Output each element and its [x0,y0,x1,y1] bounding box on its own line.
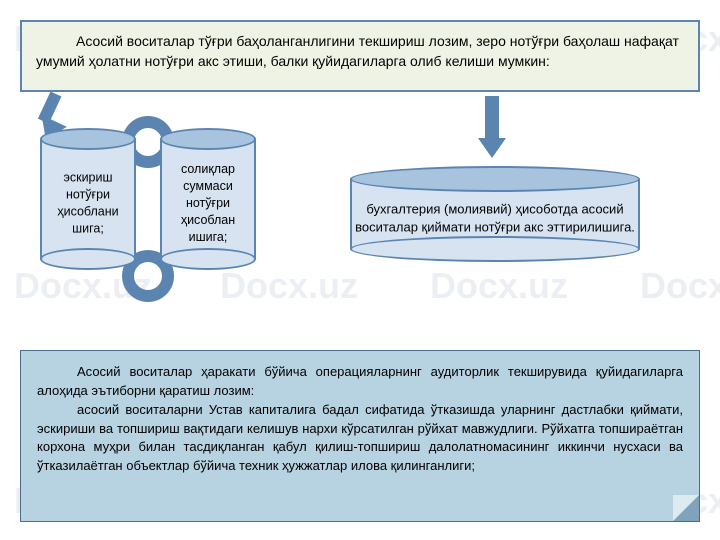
cylinder-top [350,166,640,192]
arrow-down-icon [478,96,506,160]
cylinder-depreciation: эскириш нотўғри ҳисоблани шига; [40,128,136,270]
arrow-head-icon [478,138,506,158]
fold-front [673,495,699,521]
cylinder-top [160,128,256,150]
page-fold-icon [673,495,699,521]
bottom-text-box: Асосий воситалар ҳаракати бўйича операци… [20,350,700,522]
watermark: Docx.uz [220,265,358,307]
top-callout-box: Асосий воситалар тўғри баҳоланганлигини … [20,20,700,92]
watermark: Docx.uz [430,265,568,307]
cylinder-taxes: солиқлар суммаси нотўғри ҳисоблан ишига; [160,128,256,270]
bottom-paragraph-2: асосий воситаларни Устав капиталига бада… [37,401,683,476]
cylinder-bottom [40,248,136,270]
cylinder-bottom [160,248,256,270]
bottom-paragraph-1: Асосий воситалар ҳаракати бўйича операци… [37,363,683,401]
arrow-shaft [485,96,499,140]
cylinder-bottom [350,236,640,262]
top-callout-text: Асосий воситалар тўғри баҳоланганлигини … [36,32,684,71]
cylinder-accounting: бухгалтерия (молиявий) ҳисоботда асосий … [350,166,640,262]
cylinder-top [40,128,136,150]
cylinder-label: солиқлар суммаси нотўғри ҳисоблан ишига; [160,161,256,245]
cylinder-label: бухгалтерия (молиявий) ҳисоботда асосий … [350,200,640,235]
cylinder-label: эскириш нотўғри ҳисоблани шига; [40,169,136,237]
watermark: Docx.uz [640,265,720,307]
